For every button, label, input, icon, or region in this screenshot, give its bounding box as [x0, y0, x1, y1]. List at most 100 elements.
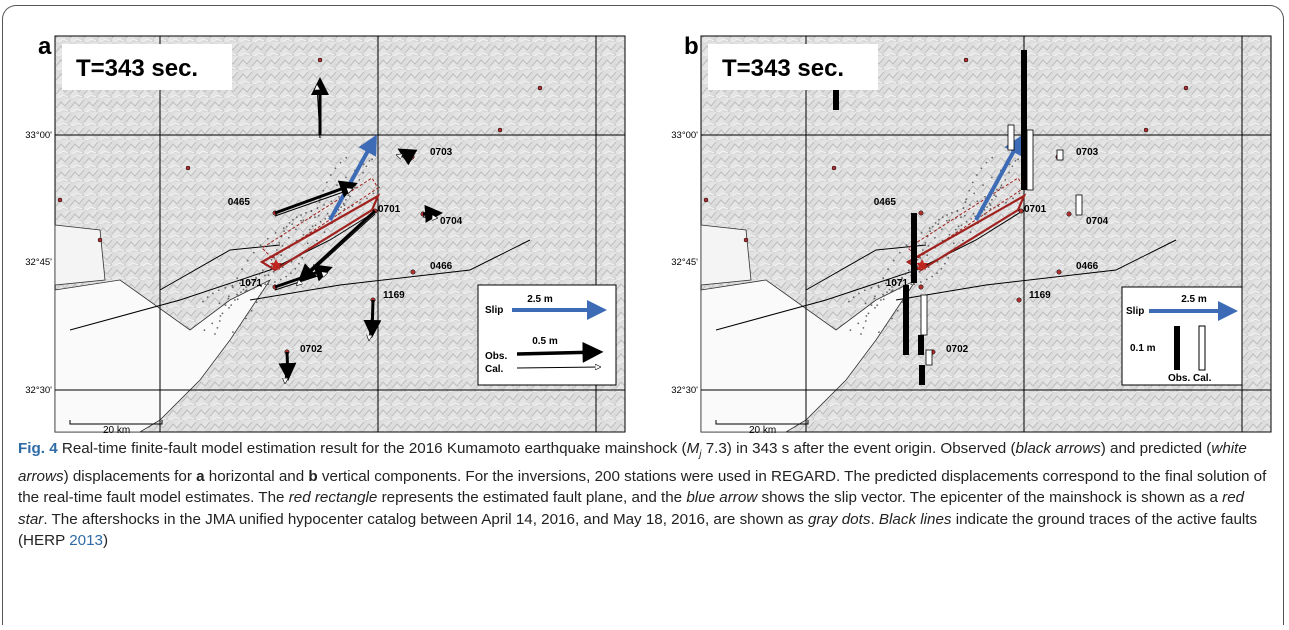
aftershock: [228, 307, 230, 309]
aftershock: [347, 194, 349, 196]
aftershock: [369, 160, 371, 162]
aftershock: [891, 318, 893, 320]
aftershock: [970, 218, 972, 220]
aftershock: [908, 269, 910, 271]
legend-obs-bar: [1174, 326, 1180, 370]
legend-cal-bar: [1199, 326, 1205, 370]
station: [411, 270, 415, 274]
aftershock: [940, 268, 942, 270]
station-label: 0701: [378, 204, 401, 215]
aftershock: [969, 204, 971, 206]
aftershock: [935, 222, 937, 224]
aftershock: [295, 228, 297, 230]
aftershock: [865, 302, 867, 304]
sea: [55, 225, 105, 285]
aftershock: [1019, 193, 1021, 195]
station: [919, 285, 923, 289]
aftershock: [866, 315, 868, 317]
aftershock: [267, 238, 269, 240]
aftershock: [224, 287, 226, 289]
aftershock: [268, 274, 270, 276]
aftershock: [373, 193, 375, 195]
aftershock: [1008, 172, 1010, 174]
aftershock: [237, 298, 239, 300]
aftershock: [874, 295, 876, 297]
aftershock: [932, 226, 934, 228]
scale-bar-label: 20 km: [749, 425, 776, 436]
aftershock: [986, 206, 988, 208]
aftershock: [251, 310, 253, 312]
station-label: 0704: [1086, 216, 1109, 227]
aftershock: [232, 285, 234, 287]
aftershock: [323, 204, 325, 206]
figure-page: {"axes": {"lon": ["130°15'", "130°30'", …: [0, 0, 1289, 630]
aftershock: [962, 240, 964, 242]
aftershock: [941, 228, 943, 230]
elapsed-time: T=343 sec.: [722, 55, 844, 82]
aftershock: [906, 244, 908, 246]
aftershock: [938, 219, 940, 221]
latitude-label: 32°45': [671, 257, 698, 268]
station-label: 0704: [440, 216, 463, 227]
aftershock: [882, 277, 884, 279]
aftershock: [217, 327, 219, 329]
caption-link[interactable]: 2013: [69, 532, 103, 549]
aftershock: [984, 196, 986, 198]
aftershock: [976, 174, 978, 176]
aftershock: [236, 294, 238, 296]
latitude-label: 32°30': [671, 385, 698, 396]
aftershock: [1015, 160, 1017, 162]
latitude-label: 33°00': [671, 130, 698, 141]
aftershock: [292, 219, 294, 221]
aftershock: [897, 310, 899, 312]
caption-plain: ) displacements for: [64, 468, 197, 485]
caption-italic: Black lines: [879, 511, 952, 528]
legend-slip-scale: 2.5 m: [527, 294, 553, 305]
calculated-bar: [1008, 125, 1014, 150]
sea: [701, 225, 751, 285]
station-label: 1169: [383, 290, 405, 301]
aftershock: [946, 220, 948, 222]
aftershock: [267, 283, 269, 285]
aftershock: [234, 299, 236, 301]
aftershock: [864, 290, 866, 292]
station-label: 0465: [228, 197, 251, 208]
aftershock: [886, 291, 888, 293]
aftershock: [1000, 187, 1002, 189]
aftershock: [204, 329, 206, 331]
aftershock: [883, 298, 885, 300]
aftershock: [228, 295, 230, 297]
aftershock: [874, 307, 876, 309]
aftershock: [324, 218, 326, 220]
aftershock: [359, 202, 361, 204]
aftershock: [240, 291, 242, 293]
aftershock: [942, 216, 944, 218]
aftershock: [282, 245, 284, 247]
legend-cal: Cal.: [485, 364, 504, 375]
aftershock: [219, 320, 221, 322]
legend-slip-scale: 2.5 m: [1181, 294, 1207, 305]
aftershock: [294, 268, 296, 270]
aftershock: [362, 172, 364, 174]
aftershock: [232, 286, 234, 288]
aftershock: [366, 198, 368, 200]
aftershock: [944, 263, 946, 265]
calculated-bar: [926, 350, 932, 365]
aftershock: [291, 223, 293, 225]
aftershock: [878, 285, 880, 287]
aftershock: [949, 234, 951, 236]
aftershock: [273, 271, 275, 273]
aftershock: [946, 214, 948, 216]
elapsed-time: T=343 sec.: [76, 55, 198, 82]
caption-bold: b: [308, 468, 317, 485]
panel-label: b: [684, 33, 699, 60]
aftershock: [345, 177, 347, 179]
aftershock: [963, 207, 965, 209]
aftershock: [246, 289, 248, 291]
aftershock: [258, 273, 260, 275]
caption-plain: ): [103, 532, 108, 549]
aftershock: [921, 232, 923, 234]
aftershock: [340, 162, 342, 164]
station: [186, 166, 190, 170]
caption-plain: shows the slip vector. The epicenter of …: [757, 489, 1222, 506]
